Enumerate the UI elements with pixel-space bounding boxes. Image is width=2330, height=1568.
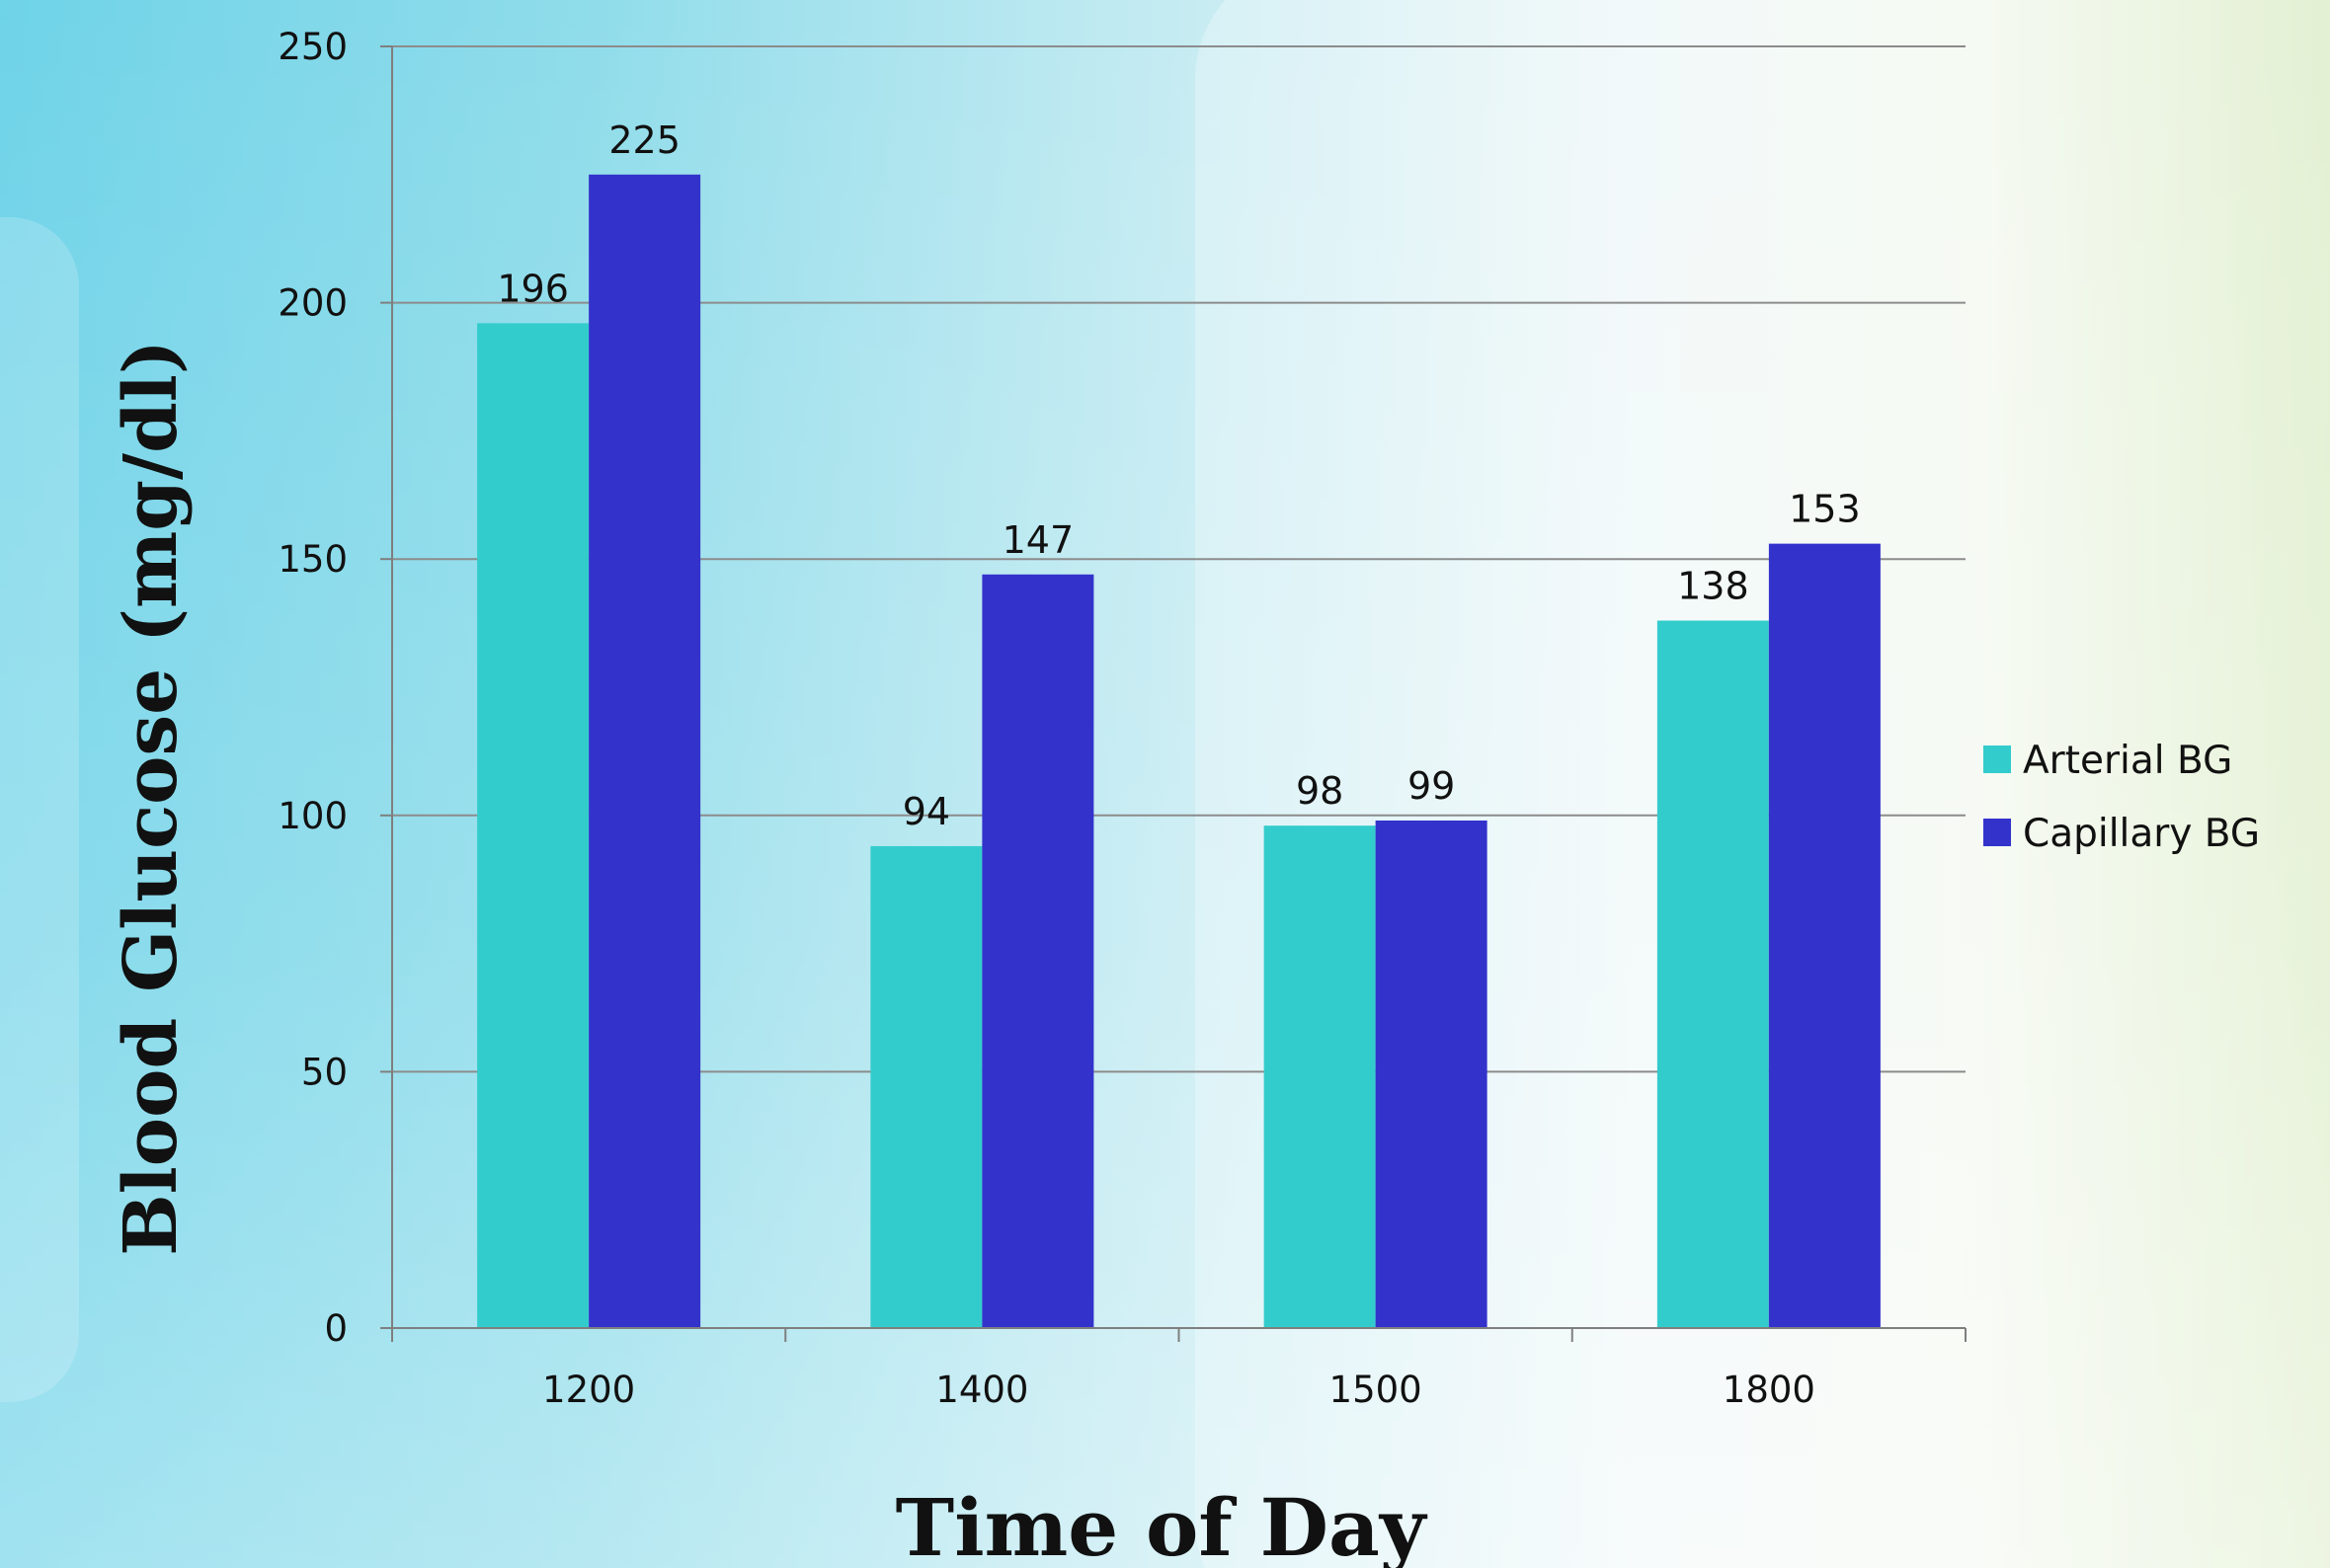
- y-tick-label: 150: [278, 538, 348, 581]
- bar-arterial-1200: [477, 323, 590, 1328]
- y-tick-label: 200: [278, 282, 348, 325]
- x-tick-label: 1800: [1723, 1369, 1815, 1411]
- bar-capillary-1500: [1375, 820, 1487, 1328]
- x-tick-label: 1200: [542, 1369, 635, 1411]
- data-label: 153: [1789, 488, 1861, 531]
- x-tick-labels: 1200 1400 1500 1800: [391, 1328, 1967, 1411]
- data-labels: 196 225 94 147 98 99 138 153: [497, 118, 1860, 833]
- y-tick-label: 50: [301, 1051, 348, 1093]
- bar-arterial-1500: [1263, 825, 1376, 1328]
- data-label: 225: [608, 118, 681, 162]
- bar-capillary-1200: [589, 174, 701, 1328]
- bar-arterial-1400: [870, 845, 983, 1328]
- x-tick-label: 1500: [1329, 1369, 1422, 1411]
- data-label: 94: [903, 790, 950, 833]
- legend: Arterial BG Capillary BG: [1983, 739, 2260, 856]
- x-tick-label: 1400: [935, 1369, 1028, 1411]
- y-tick-label: 100: [278, 795, 348, 837]
- data-label: 99: [1407, 764, 1455, 808]
- legend-swatch-capillary: [1983, 819, 2011, 846]
- legend-label: Arterial BG: [2023, 739, 2232, 783]
- bar-capillary-1400: [982, 574, 1094, 1328]
- data-label: 98: [1296, 769, 1343, 813]
- bar-capillary-1800: [1768, 543, 1881, 1328]
- legend-label: Capillary BG: [2023, 812, 2260, 856]
- data-label: 147: [1003, 518, 1075, 562]
- data-label: 196: [497, 267, 569, 310]
- y-tick-label: 0: [324, 1307, 348, 1350]
- data-label: 138: [1677, 565, 1749, 608]
- y-axis-title: Blood Glucose (mg/dl): [109, 340, 194, 1256]
- y-tick-label: 250: [278, 26, 348, 68]
- y-tick-labels: 0 50 100 150 200 250: [278, 26, 392, 1350]
- x-axis-title: Time of Day: [896, 1481, 1428, 1568]
- bar-arterial-1800: [1656, 620, 1769, 1328]
- legend-swatch-arterial: [1983, 745, 2011, 773]
- bars: [477, 174, 1881, 1328]
